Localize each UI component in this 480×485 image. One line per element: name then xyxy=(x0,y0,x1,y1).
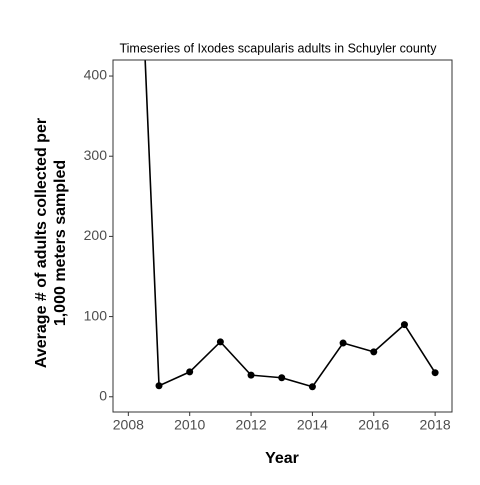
y-tick-label: 100 xyxy=(84,307,108,323)
y-tick-label: 300 xyxy=(84,147,108,163)
point xyxy=(155,382,163,390)
y-axis-label: Average # of adults collected per xyxy=(33,118,50,368)
panel-border xyxy=(112,59,453,413)
chart-title: Timeseries of Ixodes scapularis adults i… xyxy=(119,41,437,55)
point xyxy=(339,339,347,347)
x-axis-label: Year xyxy=(265,450,299,467)
x-tick-label: 2010 xyxy=(174,417,205,433)
point xyxy=(247,371,255,379)
point xyxy=(216,338,224,346)
point xyxy=(308,383,316,391)
x-tick-label: 2016 xyxy=(358,417,389,433)
point xyxy=(400,321,408,329)
y-tick-label: 200 xyxy=(84,227,108,243)
x-tick-label: 2014 xyxy=(297,417,328,433)
y-tick-label: 400 xyxy=(84,67,108,83)
y-axis-label: 1,000 meters sampled xyxy=(52,160,69,326)
x-tick-label: 2018 xyxy=(420,417,451,433)
y-tick-label: 0 xyxy=(99,387,107,403)
point xyxy=(278,374,286,382)
series xyxy=(144,60,439,391)
point xyxy=(431,369,439,377)
point xyxy=(186,368,194,376)
x-tick-label: 2008 xyxy=(113,417,144,433)
point xyxy=(370,348,378,356)
x-tick-label: 2012 xyxy=(235,417,266,433)
